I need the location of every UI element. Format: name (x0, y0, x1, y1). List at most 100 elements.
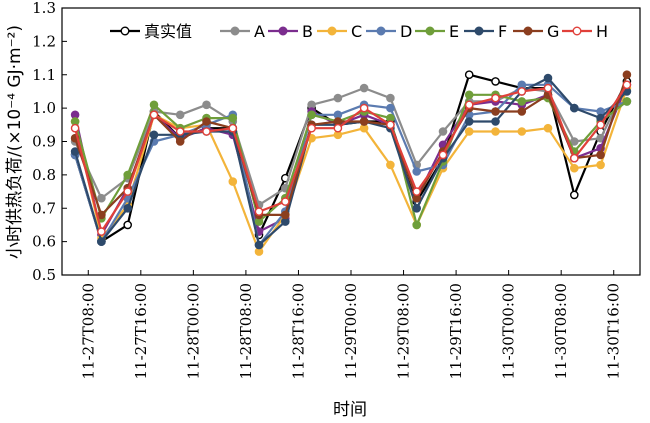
legend-swatch-marker (376, 26, 386, 36)
data-point (412, 203, 422, 213)
y-tick-label: 0.6 (32, 233, 56, 251)
data-point (543, 123, 553, 133)
data-point (386, 103, 395, 113)
data-point (412, 167, 422, 176)
data-point (333, 123, 343, 133)
data-point (123, 220, 132, 230)
x-tick-label: 11-30T08:00 (552, 283, 570, 379)
x-tick-label: 11-27T08:00 (79, 283, 97, 379)
legend-swatch-marker (230, 26, 240, 36)
data-point (228, 113, 238, 123)
data-point (491, 77, 500, 86)
y-tick-label: 1.1 (32, 66, 56, 84)
data-point (97, 237, 106, 246)
data-point (596, 150, 605, 160)
x-tick-label: 11-28T00:00 (184, 283, 202, 379)
legend-label: A (254, 22, 265, 41)
data-point (570, 163, 579, 173)
y-axis-title: 小时供热负荷/(×10⁻⁴ GJ·m⁻²) (5, 25, 25, 259)
data-point (464, 127, 474, 136)
legend-label: 真实值 (144, 22, 192, 41)
data-point (517, 87, 527, 96)
series-layer (70, 70, 632, 256)
data-point (149, 110, 159, 120)
data-point (491, 93, 500, 103)
data-point (307, 123, 316, 133)
data-point (333, 93, 343, 103)
data-point (570, 153, 579, 163)
data-point (228, 123, 238, 133)
x-tick-label: 11-28T08:00 (237, 283, 255, 379)
data-point (254, 207, 264, 216)
data-point (386, 160, 395, 170)
legend-item: B (268, 22, 313, 41)
legend-item: F (464, 22, 507, 41)
data-point (464, 90, 474, 100)
data-point (543, 83, 553, 93)
data-point (622, 80, 632, 90)
y-tick-label: 0.5 (32, 266, 56, 284)
legend-label: H (596, 22, 608, 41)
legend-item: E (415, 22, 459, 41)
data-point (202, 117, 211, 126)
data-point (412, 187, 422, 196)
legend-item: A (220, 22, 265, 41)
legend-swatch-marker (572, 26, 582, 36)
data-point (570, 103, 579, 113)
data-point (202, 127, 211, 136)
legend-swatch-marker (523, 26, 533, 36)
data-point (149, 100, 159, 110)
y-tick-label: 1.3 (32, 0, 56, 17)
data-point (570, 190, 579, 200)
data-point (386, 120, 395, 130)
data-point (202, 100, 211, 110)
data-point (622, 70, 632, 79)
legend-swatch-marker (327, 26, 337, 36)
x-tick-label: 11-29T08:00 (395, 283, 413, 379)
legend-item: D (366, 22, 412, 41)
data-point (386, 93, 395, 103)
data-point (464, 100, 474, 110)
data-point (175, 127, 185, 136)
legend-swatch-marker (278, 26, 288, 36)
y-tick-label: 0.9 (32, 133, 56, 151)
data-point (175, 137, 185, 146)
x-tick-label: 11-29T16:00 (447, 283, 465, 379)
x-axis: 11-27T08:00 11-27T16:00 11-28T00:00 11-28T0… (79, 270, 623, 379)
data-point (149, 130, 159, 140)
data-point (359, 103, 369, 113)
legend-swatch-marker (120, 26, 130, 36)
data-point (491, 117, 500, 126)
series-line (74, 84, 628, 233)
series-line (74, 74, 628, 216)
legend-swatch-marker (474, 26, 484, 36)
data-point (622, 97, 632, 106)
data-point (491, 127, 500, 136)
series-line (74, 87, 628, 253)
x-tick-label: 11-27T16:00 (132, 283, 150, 379)
plot-area (61, 7, 641, 276)
data-point (517, 97, 527, 106)
legend-swatch-marker (425, 26, 435, 36)
series-line (74, 93, 628, 226)
legend-label: F (498, 22, 507, 41)
data-point (517, 127, 527, 136)
data-point (280, 210, 290, 220)
data-point (123, 203, 132, 213)
data-point (123, 170, 132, 180)
data-point (97, 227, 106, 236)
data-point (464, 70, 474, 79)
legend-label: B (302, 22, 313, 41)
x-tick-label: 11-29T00:00 (342, 283, 360, 379)
data-point (464, 117, 474, 126)
legend-item: 真实值 (110, 22, 192, 41)
legend: 真实值 A B C D E F G H (110, 22, 608, 41)
data-point (543, 73, 553, 83)
data-point (280, 197, 290, 206)
data-point (97, 193, 106, 203)
data-point (412, 220, 422, 230)
legend-item: H (562, 22, 608, 41)
legend-label: D (400, 22, 412, 41)
data-point (438, 150, 448, 160)
x-tick-label: 11-30T00:00 (500, 283, 518, 379)
